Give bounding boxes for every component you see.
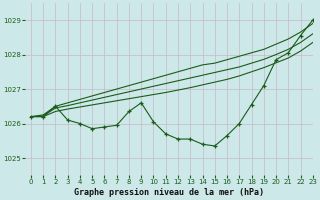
- X-axis label: Graphe pression niveau de la mer (hPa): Graphe pression niveau de la mer (hPa): [74, 188, 264, 197]
